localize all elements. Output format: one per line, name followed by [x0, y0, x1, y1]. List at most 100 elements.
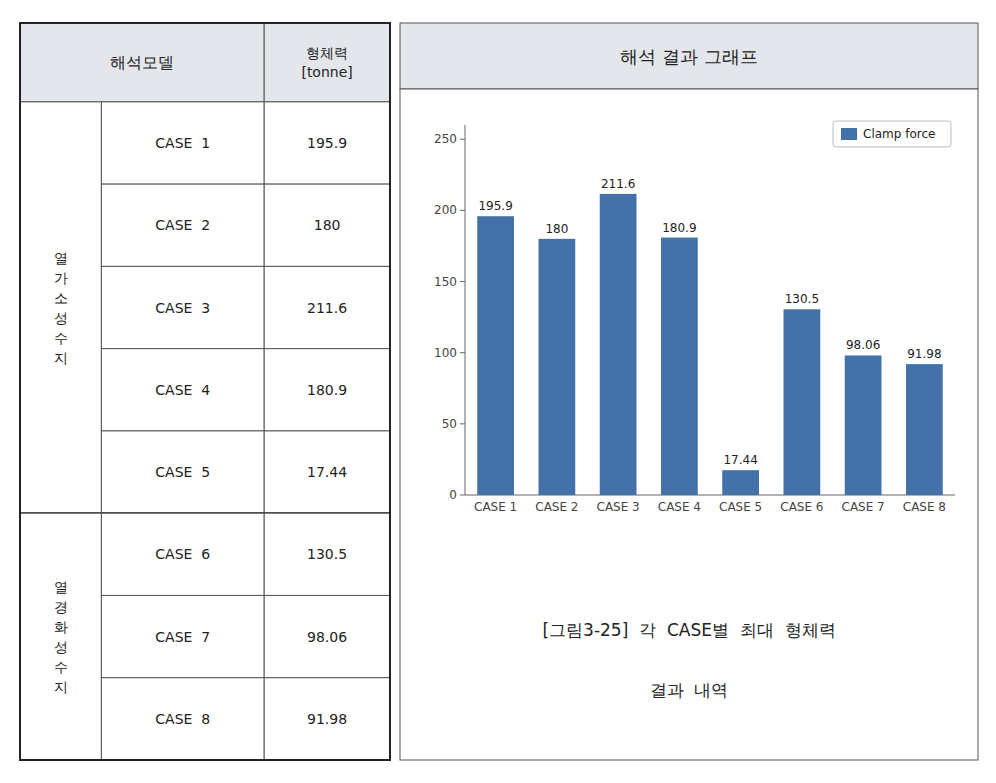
table-cell	[101, 184, 264, 266]
table-case: CASE 5	[155, 464, 210, 480]
caption: 결과 내역	[650, 680, 729, 700]
table-case: CASE 7	[155, 629, 210, 645]
table-value: 17.44	[307, 464, 347, 480]
y-tick	[460, 352, 465, 353]
table-header-line: [tonne]	[301, 64, 352, 80]
axes: 0 50 100 150 200 250 CASE 1 CASE 2 CASE 3 CASE 4 C…	[434, 125, 955, 514]
data-label: 98.06	[846, 338, 880, 352]
y-tick-label: 200	[434, 203, 457, 217]
legend: Clamp force	[833, 121, 951, 147]
x-tick-label: CASE 6	[780, 500, 823, 514]
legend-swatch	[841, 128, 857, 140]
data-labels: 195.9 180 211.6 180.9 17.44 130.5 98.06 91.98	[478, 177, 941, 467]
figure: 해석모델형체력[tonne]열가소성수지CASE 1195.9CASE 2180…	[0, 0, 996, 783]
table-group-label-line: 소	[54, 290, 68, 306]
table-cell	[101, 266, 264, 348]
table-case: CASE 4	[155, 382, 210, 398]
bar	[477, 216, 514, 495]
table: 해석모델형체력[tonne]열가소성수지CASE 1195.9CASE 2180…	[20, 23, 390, 760]
table-value: 130.5	[307, 546, 347, 562]
table-cell	[101, 102, 264, 184]
table-border	[20, 23, 390, 760]
y-tick	[460, 423, 465, 424]
table-group-label-line: 열	[54, 250, 68, 266]
table-cell	[264, 595, 390, 677]
table-case: CASE 1	[155, 135, 210, 151]
table-group-label: 열경화성수지	[54, 579, 68, 695]
table-header-cell	[264, 23, 390, 102]
bar	[661, 238, 698, 495]
x-tick-label: CASE 3	[597, 500, 640, 514]
y-axis	[465, 125, 466, 495]
table-value: 91.98	[307, 711, 347, 727]
table-cell	[264, 431, 390, 513]
table-group-label-line: 지	[54, 679, 68, 695]
y-tick-label: 100	[434, 346, 457, 360]
x-tick-label: CASE 4	[658, 500, 701, 514]
table-group-label-line: 성	[54, 310, 68, 326]
x-tick-label: CASE 7	[842, 500, 885, 514]
data-label: 195.9	[478, 199, 512, 213]
x-tick-label: CASE 8	[903, 500, 946, 514]
table-header-cell	[20, 23, 264, 102]
caption: [그림3-25] 각 CASE별 최대 형체력	[542, 620, 835, 640]
bars	[477, 194, 943, 495]
data-label: 91.98	[907, 347, 941, 361]
bar	[906, 364, 943, 495]
bar	[722, 470, 759, 495]
y-tick	[460, 281, 465, 282]
table-cell	[264, 184, 390, 266]
table-header-line: 해석모델	[110, 53, 174, 72]
data-label: 180	[545, 222, 568, 236]
legend-label: Clamp force	[863, 127, 935, 141]
table-group-label-line: 가	[54, 270, 68, 286]
y-tick	[460, 495, 465, 496]
table-value: 211.6	[307, 300, 347, 316]
table-case: CASE 3	[155, 300, 210, 316]
data-label: 211.6	[601, 177, 635, 191]
table-cell	[101, 431, 264, 513]
table-cell	[264, 102, 390, 184]
table-header: 해석모델	[110, 53, 174, 72]
x-tick-label: CASE 1	[474, 500, 517, 514]
data-label: 17.44	[723, 453, 757, 467]
table-group-label-line: 경	[54, 599, 68, 615]
bar	[600, 194, 637, 495]
panel-body	[400, 89, 978, 760]
bar	[784, 309, 821, 495]
table-group-label-line: 열	[54, 579, 68, 595]
table-cell	[101, 678, 264, 760]
table-header: 형체력 [tonne]	[301, 45, 352, 80]
table-group-cell	[20, 513, 101, 760]
table-group-label-line: 화	[54, 619, 68, 635]
table-group-label-line: 성	[54, 639, 68, 655]
legend-box	[833, 121, 951, 147]
table-group-label-line: 수	[54, 659, 68, 675]
table-group-label: 열가소성수지	[54, 250, 68, 366]
table-cell	[264, 266, 390, 348]
table-value: 98.06	[307, 629, 347, 645]
y-tick	[460, 210, 465, 211]
data-label: 180.9	[662, 221, 696, 235]
table-cell	[101, 349, 264, 431]
data-label: 130.5	[785, 292, 819, 306]
table-cell	[101, 513, 264, 595]
table-group-cell	[20, 102, 101, 513]
table-value: 195.9	[307, 135, 347, 151]
table-group-label-line: 수	[54, 330, 68, 346]
table-case: CASE 2	[155, 217, 210, 233]
table-case: CASE 6	[155, 546, 210, 562]
y-tick-label: 150	[434, 275, 457, 289]
table-cell	[101, 595, 264, 677]
y-tick-label: 250	[434, 132, 457, 146]
x-tick-label: CASE 5	[719, 500, 762, 514]
table-cell	[264, 678, 390, 760]
table-header-line: 형체력	[306, 45, 348, 61]
y-tick-label: 0	[449, 488, 457, 502]
bar	[845, 355, 882, 495]
x-tick-label: CASE 2	[535, 500, 578, 514]
y-tick	[460, 139, 465, 140]
bar	[539, 239, 576, 495]
table-value: 180	[314, 217, 341, 233]
y-tick-label: 50	[442, 417, 457, 431]
